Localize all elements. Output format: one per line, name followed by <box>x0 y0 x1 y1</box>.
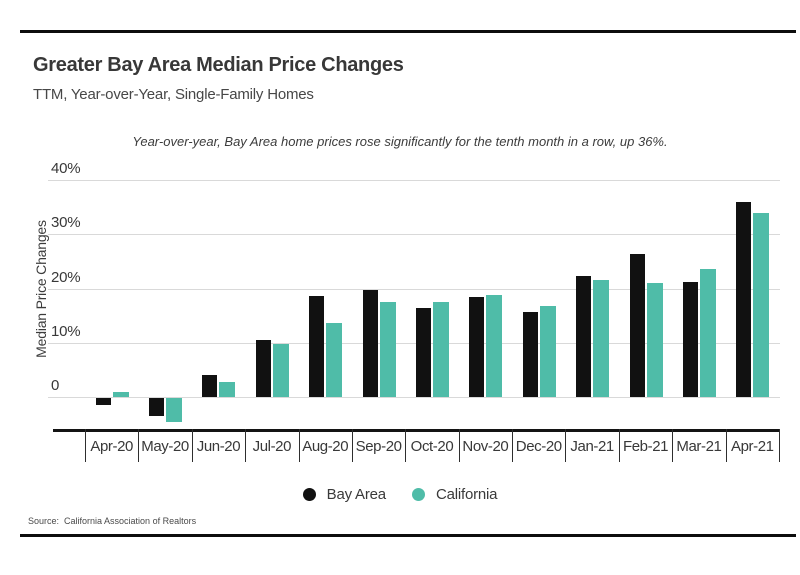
gridline <box>48 288 780 290</box>
bar-california <box>539 306 556 397</box>
chart-subtitle: TTM, Year-over-Year, Single-Family Homes <box>33 86 314 103</box>
bar-california <box>166 398 183 422</box>
legend-dot-icon <box>411 488 425 501</box>
x-tick-separator <box>245 429 247 462</box>
x-tick-separator <box>191 429 193 462</box>
bar-california <box>272 344 289 397</box>
legend-item-california: California <box>411 486 498 503</box>
x-tick-label: May-20 <box>141 438 189 455</box>
legend-label: California <box>435 486 498 503</box>
x-tick-label: Nov-20 <box>462 438 509 455</box>
bar-california <box>593 279 610 397</box>
x-tick-separator <box>85 429 86 462</box>
bar-bay-area <box>255 339 271 397</box>
x-tick-separator <box>779 429 780 462</box>
top-rule <box>20 30 796 33</box>
y-tick-label: 10% <box>51 322 81 340</box>
bar-bay-area <box>202 375 218 397</box>
gridline <box>48 234 780 236</box>
bar-bay-area <box>149 398 165 416</box>
x-tick-label: Feb-21 <box>622 438 669 455</box>
x-tick-label: Jun-20 <box>196 438 241 455</box>
bar-california <box>699 269 716 397</box>
x-tick-separator <box>565 429 567 462</box>
bar-california <box>379 301 396 397</box>
y-tick-label: 40% <box>51 160 81 178</box>
bar-bay-area <box>522 312 538 397</box>
x-tick-separator <box>298 429 300 462</box>
gridline <box>48 397 780 398</box>
bottom-rule <box>20 534 796 537</box>
bar-bay-area <box>416 308 431 397</box>
x-tick-separator <box>618 429 620 462</box>
x-tick-separator <box>725 429 727 462</box>
x-tick-label: Jan-21 <box>570 438 614 455</box>
bar-bay-area <box>682 282 698 397</box>
bar-california <box>486 295 503 397</box>
x-tick-separator <box>405 429 407 462</box>
y-axis-title: Median Price Changes <box>33 220 49 358</box>
x-tick-label: Apr-21 <box>730 438 774 455</box>
x-tick-separator <box>458 429 460 462</box>
x-tick-label: Sep-20 <box>355 438 402 455</box>
legend: Bay Area California <box>0 486 800 503</box>
x-tick-label: Oct-20 <box>410 438 454 455</box>
x-tick-label: Apr-20 <box>90 438 133 455</box>
bar-bay-area <box>469 296 485 397</box>
source-text: Source: California Association of Realto… <box>28 516 197 526</box>
bar-bay-area <box>362 290 378 397</box>
x-tick-label: Dec-20 <box>515 438 562 455</box>
gridline <box>48 180 780 182</box>
x-tick-separator <box>138 429 140 462</box>
bar-california <box>753 213 770 397</box>
legend-item-bay-area: Bay Area <box>302 486 386 503</box>
chart-annotation: Year-over-year, Bay Area home prices ros… <box>132 134 668 149</box>
chart-title: Greater Bay Area Median Price Changes <box>33 54 404 76</box>
y-tick-label: 30% <box>51 214 81 232</box>
bar-california <box>219 382 236 397</box>
x-tick-separator <box>672 429 674 462</box>
bar-bay-area <box>629 254 645 397</box>
legend-dot-icon <box>302 488 316 501</box>
x-tick-label: Aug-20 <box>302 438 349 455</box>
bar-bay-area <box>576 276 592 397</box>
y-tick-label: 20% <box>51 268 81 286</box>
legend-label: Bay Area <box>326 486 386 503</box>
bar-bay-area <box>736 201 752 397</box>
x-axis-line <box>53 429 780 432</box>
bar-california <box>646 283 663 397</box>
x-tick-separator <box>512 429 514 462</box>
bar-bay-area <box>309 296 325 397</box>
x-tick-label: Mar-21 <box>676 438 722 455</box>
bar-california <box>433 302 449 397</box>
bar-bay-area <box>95 398 111 406</box>
bar-california <box>112 392 129 397</box>
y-tick-label: 0 <box>51 377 60 394</box>
x-tick-label: Jul-20 <box>252 438 292 455</box>
x-tick-separator <box>351 429 353 462</box>
gridline <box>48 342 780 344</box>
bar-california <box>326 322 343 397</box>
